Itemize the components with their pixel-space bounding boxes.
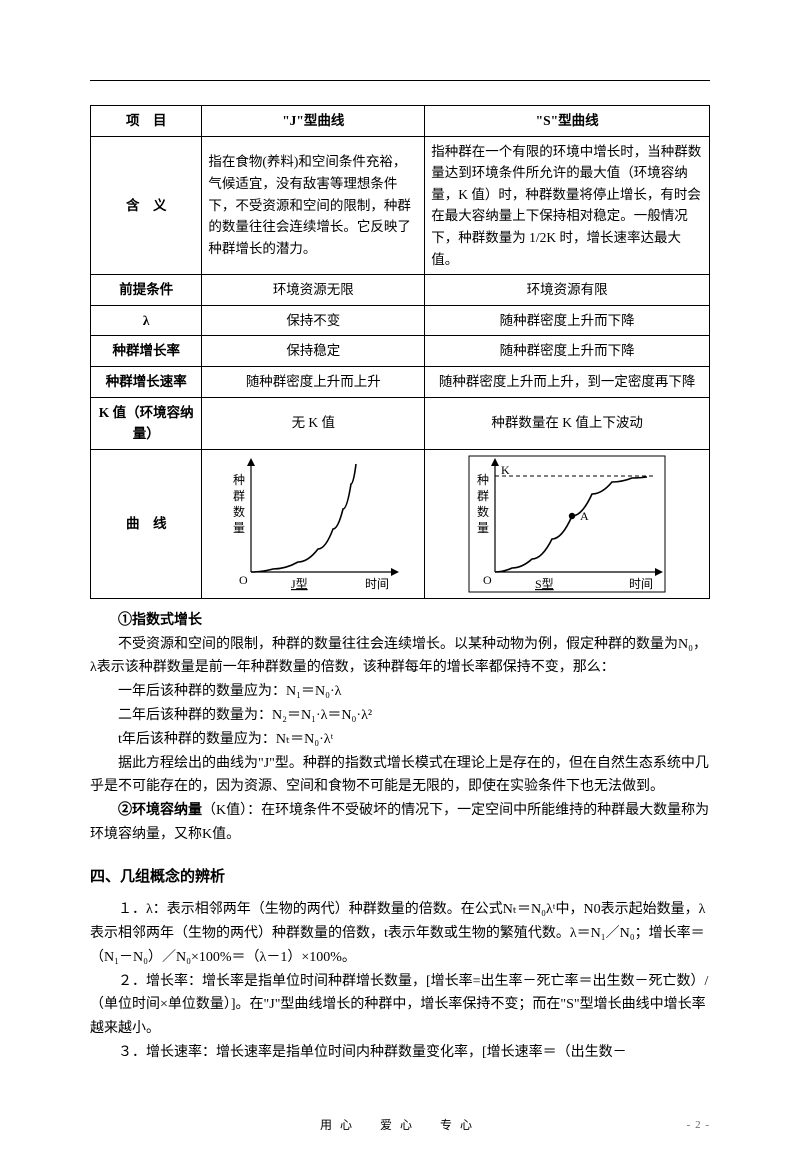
header-col1: 项 目: [91, 106, 202, 137]
row-curve-label: 曲 线: [91, 449, 202, 598]
cell-text: 随种群密度上升而上升，到一定密度再下降: [439, 374, 696, 389]
svg-text:K: K: [501, 463, 510, 477]
row-meaning-label: 含 义: [91, 136, 202, 275]
footer: 用心 爱心 专心 - 2 -: [90, 1115, 710, 1135]
svg-text:群: 群: [477, 489, 489, 503]
table-header-row: 项 目 "J"型曲线 "S"型曲线: [91, 106, 710, 137]
header-col3-text: "S"型曲线: [536, 113, 599, 128]
row-curve: 曲 线 种群数量O时间J型 种群数量O时间S型KA: [91, 449, 710, 598]
cell-text: K 值（环境容纳量）: [99, 405, 194, 442]
cell-text: 保持不变: [286, 313, 340, 328]
row-meaning-j: 指在食物(养料)和空间条件充裕，气候适宜，没有敌害等理想条件下，不受资源和空间的…: [202, 136, 425, 275]
cell-text: λ: [143, 313, 150, 328]
cell-text: 随种群密度上升而下降: [500, 313, 635, 328]
svg-text:J型: J型: [291, 577, 308, 591]
row-kval: K 值（环境容纳量） 无 K 值 种群数量在 K 值上下波动: [91, 397, 710, 449]
header-col1-text: 项 目: [126, 113, 167, 128]
row-gspeed-s: 随种群密度上升而上升，到一定密度再下降: [425, 366, 710, 397]
cell-text: 指在食物(养料)和空间条件充裕，气候适宜，没有敌害等理想条件下，不受资源和空间的…: [208, 154, 411, 255]
row-meaning: 含 义 指在食物(养料)和空间条件充裕，气候适宜，没有敌害等理想条件下，不受资源…: [91, 136, 710, 275]
row-precond-s: 环境资源有限: [425, 275, 710, 306]
svg-text:O: O: [239, 573, 248, 587]
row-kval-j: 无 K 值: [202, 397, 425, 449]
header-col2-text: "J"型曲线: [282, 113, 344, 128]
row-lambda-s: 随种群密度上升而下降: [425, 305, 710, 336]
cell-text: 种群数量在 K 值上下波动: [491, 415, 643, 430]
subhead-exponential: ①指数式增长: [118, 613, 202, 628]
concept-3: ３．增长速率：增长速率是指单位时间内种群数量变化率，[增长速率＝（出生数－: [90, 1041, 710, 1065]
para-5: 据此方程绘出的曲线为"J"型。种群的指数式增长模式在理论上是存在的，但在自然生态…: [90, 752, 710, 800]
svg-text:S型: S型: [535, 577, 554, 591]
cell-text: 随种群密度上升而上升: [246, 374, 381, 389]
footer-motto: 用心 爱心 专心: [320, 1118, 480, 1132]
row-grate-j: 保持稳定: [202, 336, 425, 367]
row-lambda-j: 保持不变: [202, 305, 425, 336]
cell-text: 环境资源有限: [527, 282, 608, 297]
svg-text:数: 数: [233, 504, 245, 519]
cell-text: 曲 线: [126, 516, 167, 531]
svg-text:种: 种: [233, 473, 245, 487]
cell-text: 无 K 值: [292, 415, 336, 430]
svg-text:种: 种: [477, 473, 489, 487]
row-gspeed: 种群增长速率 随种群密度上升而上升 随种群密度上升而上升，到一定密度再下降: [91, 366, 710, 397]
cell-text: 保持稳定: [286, 343, 340, 358]
svg-text:时间: 时间: [365, 577, 389, 591]
s-curve-chart: 种群数量 O 时间 S型 K A: [467, 454, 667, 594]
concept-1: １．λ：表示相邻两年（生物的两代）种群数量的倍数。在公式Nₜ＝N₀λᵗ中，N0表…: [90, 898, 710, 969]
cell-text: 含 义: [126, 198, 167, 213]
para-1: 不受资源和空间的限制，种群的数量往往会连续增长。以某种动物为例，假定种群的数量为…: [90, 633, 710, 681]
header-col3: "S"型曲线: [425, 106, 710, 137]
comparison-table: 项 目 "J"型曲线 "S"型曲线 含 义 指在食物(养料)和空间条件充裕，气候…: [90, 105, 710, 599]
cell-text: 前提条件: [119, 282, 173, 297]
subhead-k: ②环境容纳量: [118, 803, 202, 818]
top-rule: [90, 80, 710, 81]
row-precond: 前提条件 环境资源无限 环境资源有限: [91, 275, 710, 306]
row-kval-s: 种群数量在 K 值上下波动: [425, 397, 710, 449]
svg-text:时间: 时间: [629, 577, 653, 591]
row-gspeed-j: 随种群密度上升而上升: [202, 366, 425, 397]
svg-text:量: 量: [477, 521, 489, 535]
para-3: 二年后该种群的数量为：N₂＝N₁·λ＝N₀·λ²: [90, 704, 710, 728]
row-curve-s: 种群数量 O 时间 S型 K A: [425, 449, 710, 598]
body-text: ①指数式增长 不受资源和空间的限制，种群的数量往往会连续增长。以某种动物为例，假…: [90, 609, 710, 1065]
row-grate: 种群增长率 保持稳定 随种群密度上升而下降: [91, 336, 710, 367]
row-lambda: λ 保持不变 随种群密度上升而下降: [91, 305, 710, 336]
section-heading: 四、几组概念的辨析: [90, 865, 710, 891]
svg-text:数: 数: [477, 504, 489, 519]
svg-text:量: 量: [233, 521, 245, 535]
para-2: 一年后该种群的数量应为：N₁＝N₀·λ: [90, 680, 710, 704]
j-curve-chart: 种群数量 O 时间 J型: [223, 454, 403, 594]
row-grate-label: 种群增长率: [91, 336, 202, 367]
row-meaning-s: 指种群在一个有限的环境中增长时，当种群数量达到环境条件所允许的最大值（环境容纳量…: [425, 136, 710, 275]
row-gspeed-label: 种群增长速率: [91, 366, 202, 397]
cell-text: 随种群密度上升而下降: [500, 343, 635, 358]
row-precond-j: 环境资源无限: [202, 275, 425, 306]
svg-text:A: A: [580, 509, 589, 523]
row-grate-s: 随种群密度上升而下降: [425, 336, 710, 367]
svg-text:群: 群: [233, 489, 245, 503]
row-kval-label: K 值（环境容纳量）: [91, 397, 202, 449]
concept-2: ２．增长率：增长率是指单位时间种群增长数量，[增长率=出生率－死亡率＝出生数－死…: [90, 970, 710, 1041]
page-number: - 2 -: [687, 1116, 710, 1135]
row-precond-label: 前提条件: [91, 275, 202, 306]
svg-text:O: O: [483, 573, 492, 587]
row-lambda-label: λ: [91, 305, 202, 336]
cell-text: 种群增长率: [112, 343, 180, 358]
cell-text: 指种群在一个有限的环境中增长时，当种群数量达到环境条件所允许的最大值（环境容纳量…: [431, 144, 701, 267]
header-col2: "J"型曲线: [202, 106, 425, 137]
row-curve-j: 种群数量 O 时间 J型: [202, 449, 425, 598]
cell-text: 环境资源无限: [273, 282, 354, 297]
para-4: t年后该种群的数量应为：Nₜ＝N₀·λᵗ: [90, 728, 710, 752]
cell-text: 种群增长速率: [106, 374, 187, 389]
